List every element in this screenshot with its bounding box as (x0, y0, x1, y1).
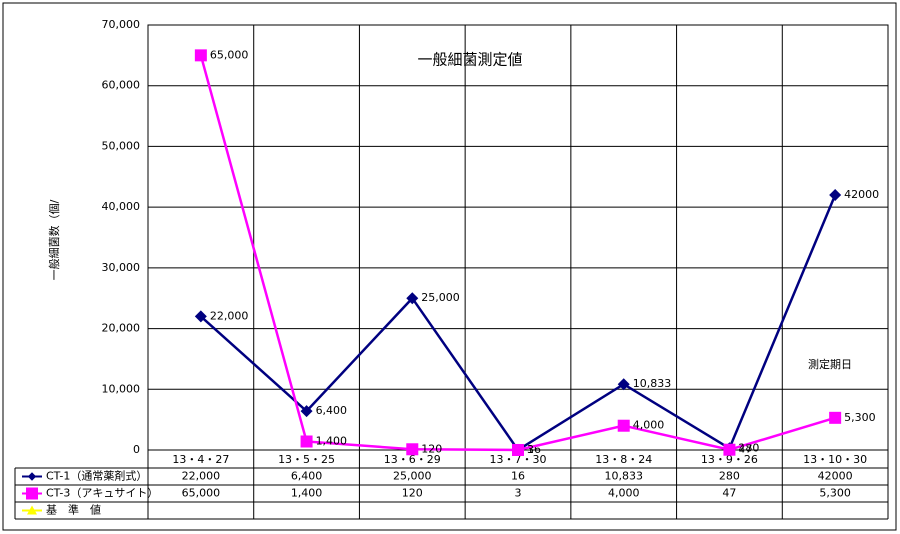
marker (194, 310, 207, 323)
table-cell: 1,400 (291, 487, 323, 500)
data-label: 22,000 (210, 309, 249, 322)
marker (829, 189, 842, 201)
legend-label: 基 準 値 (46, 503, 101, 517)
table-cell: 3 (515, 487, 522, 500)
y-tick-label: 0 (133, 443, 140, 456)
data-label: 6,400 (316, 404, 348, 417)
y-tick-label: 60,000 (102, 79, 141, 92)
marker (723, 443, 736, 456)
x-tick-label: 13・6・29 (384, 453, 441, 466)
y-tick-label: 30,000 (102, 261, 141, 274)
y-axis-label: 一般細菌数（個/ (48, 199, 61, 280)
table-cell: 280 (719, 470, 740, 483)
marker (194, 49, 207, 62)
y-tick-label: 50,000 (102, 139, 141, 152)
table-cell: 22,000 (182, 470, 221, 483)
table-cell: 6,400 (291, 470, 323, 483)
x-tick-label: 13・5・25 (278, 453, 335, 466)
x-tick-label: 13・7・30 (490, 453, 547, 466)
x-tick-label: 13・8・24 (595, 453, 652, 466)
marker (300, 435, 313, 448)
x-tick-label: 13・4・27 (172, 453, 229, 466)
marker (300, 405, 313, 418)
y-tick-label: 40,000 (102, 200, 141, 213)
table-cell: 4,000 (608, 487, 640, 500)
marker (512, 443, 524, 456)
table-cell: 5,300 (819, 487, 851, 500)
x-tick-label: 13・9・26 (701, 453, 758, 466)
legend-marker (26, 487, 38, 500)
table-cell: 16 (511, 470, 525, 483)
data-label: 47 (738, 443, 752, 456)
annotation: 測定期日 (808, 357, 852, 371)
legend-marker (27, 505, 37, 515)
data-label: 65,000 (210, 48, 249, 61)
data-label: 1,400 (316, 435, 348, 448)
legend-label: CT-3（アキュサイト） (46, 487, 158, 500)
table-cell: 65,000 (182, 487, 221, 500)
table-cell: 42000 (818, 470, 853, 483)
marker (617, 378, 630, 391)
marker (617, 419, 630, 432)
table-cell: 25,000 (393, 470, 432, 483)
x-tick-label: 13・10・30 (803, 453, 867, 466)
y-tick-label: 70,000 (102, 18, 141, 31)
table-cell: 120 (402, 487, 423, 500)
data-label: 3 (527, 443, 534, 456)
table-cell: 10,833 (604, 470, 643, 483)
marker (406, 292, 419, 305)
data-label: 120 (421, 442, 442, 455)
data-label: 25,000 (421, 291, 460, 304)
marker (406, 443, 419, 456)
data-label: 5,300 (844, 411, 876, 424)
y-tick-label: 20,000 (102, 322, 141, 335)
table-cell: 47 (722, 487, 736, 500)
legend-label: CT-1（通常薬剤式） (46, 469, 147, 483)
data-label: 42000 (844, 188, 879, 201)
y-tick-label: 10,000 (102, 382, 141, 395)
data-label: 10,833 (633, 377, 672, 390)
data-label: 4,000 (633, 419, 665, 432)
legend-marker (27, 472, 37, 481)
chart-title: 一般細菌測定値 (417, 51, 522, 69)
marker (829, 411, 842, 424)
